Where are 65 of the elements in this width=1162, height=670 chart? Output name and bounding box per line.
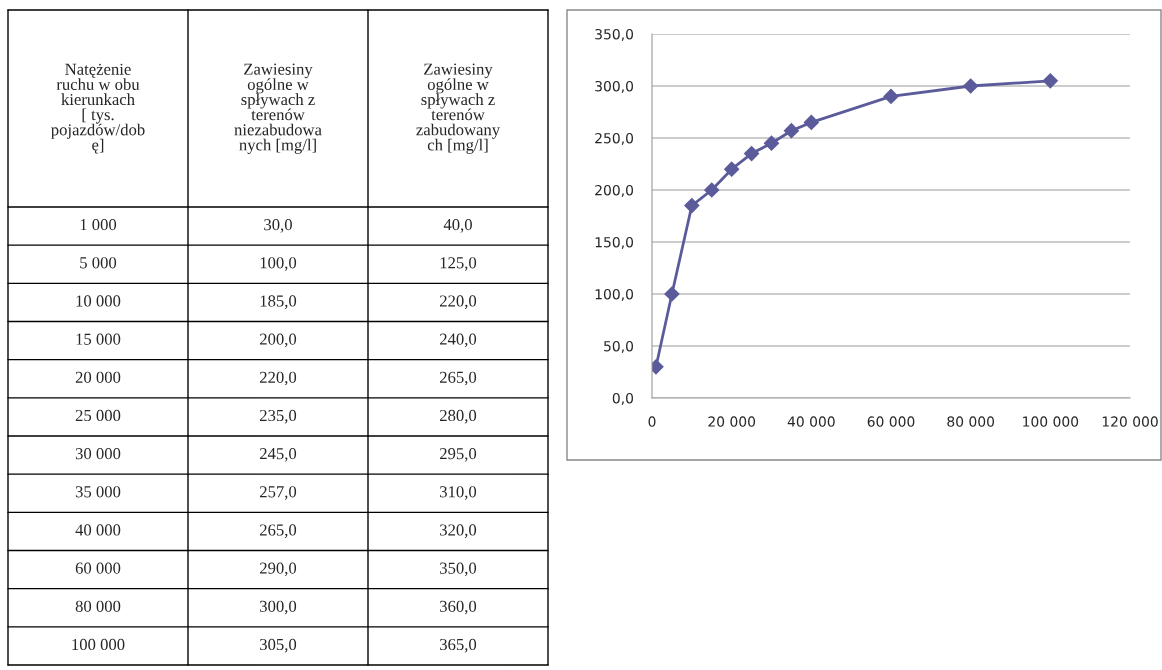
text: 350,0 xyxy=(440,562,477,577)
x-tick-label: 80 000 xyxy=(947,416,995,427)
point xyxy=(1042,72,1059,89)
x-tick-label: 120 000 xyxy=(1102,416,1158,427)
point xyxy=(664,286,680,302)
text: Zawiesiny ogólne w spływach z terenów niezabudowa nych [mg/l] xyxy=(234,63,322,154)
text: 1 000 xyxy=(80,219,117,231)
y-tick-label: 50,0 xyxy=(604,340,634,353)
text: 30 000 xyxy=(75,448,121,460)
text: 100 000 xyxy=(72,638,125,651)
text: 125,0 xyxy=(440,257,477,271)
y-tick-label: 250,0 xyxy=(595,132,634,145)
text: 257,0 xyxy=(259,486,297,500)
point xyxy=(883,88,899,105)
y-tick-label: 200,0 xyxy=(595,184,634,197)
point xyxy=(763,135,780,152)
point xyxy=(723,161,740,178)
text: 220,0 xyxy=(259,371,297,386)
text: 40,0 xyxy=(443,219,472,233)
y-tick-label: 350,0 xyxy=(595,28,634,41)
x-tick-label: 20 000 xyxy=(708,416,756,427)
text: 40 000 xyxy=(75,524,121,536)
text: 35 000 xyxy=(75,486,121,498)
text: 235,0 xyxy=(259,409,297,424)
point xyxy=(783,122,800,139)
text: 185,0 xyxy=(260,295,297,309)
text: 240,0 xyxy=(439,333,477,348)
text: 265,0 xyxy=(259,524,297,538)
text: 320,0 xyxy=(440,524,477,538)
text: 305,0 xyxy=(260,638,297,653)
text: 245,0 xyxy=(259,448,297,462)
text: 220,0 xyxy=(439,295,477,309)
text: 60 000 xyxy=(75,562,121,574)
text: 5 000 xyxy=(80,257,117,269)
x-tick-label: 40 000 xyxy=(787,416,835,427)
x-tick-label: 60 000 xyxy=(867,416,915,427)
point xyxy=(803,114,820,131)
x-tick-label: 100 000 xyxy=(1023,416,1079,427)
text: 15 000 xyxy=(76,333,121,345)
y-tick-label: 300,0 xyxy=(595,80,634,93)
text: Zawiesiny ogólne w spływach z terenów zabudowany ch [mg/l] xyxy=(416,63,501,154)
point xyxy=(962,78,979,94)
text: 360,0 xyxy=(440,600,477,615)
y-tick-label: 150,0 xyxy=(595,236,634,249)
text: 10 000 xyxy=(76,295,121,307)
text: 365,0 xyxy=(440,638,477,653)
y-tick-label: 0,0 xyxy=(612,392,634,405)
text: 100,0 xyxy=(260,257,297,271)
point xyxy=(743,145,760,162)
point xyxy=(703,182,720,198)
text: 25 000 xyxy=(75,409,121,422)
text: 200,0 xyxy=(259,333,297,348)
text: 295,0 xyxy=(439,448,477,462)
text: 280,0 xyxy=(439,409,477,424)
text: 265,0 xyxy=(439,371,477,386)
text: 80 000 xyxy=(75,600,121,612)
point xyxy=(683,197,700,214)
text: 30,0 xyxy=(264,219,292,233)
text: 300,0 xyxy=(260,600,297,615)
x-tick-label: 0 xyxy=(648,416,656,427)
text: 290,0 xyxy=(259,562,297,577)
text: Natężenie ruchu w obu kierunkach [ tys. pojazdów/dob ę] xyxy=(51,63,145,154)
y-tick-label: 100,0 xyxy=(595,288,634,301)
text: 20 000 xyxy=(75,371,121,383)
text: 310,0 xyxy=(440,486,477,500)
